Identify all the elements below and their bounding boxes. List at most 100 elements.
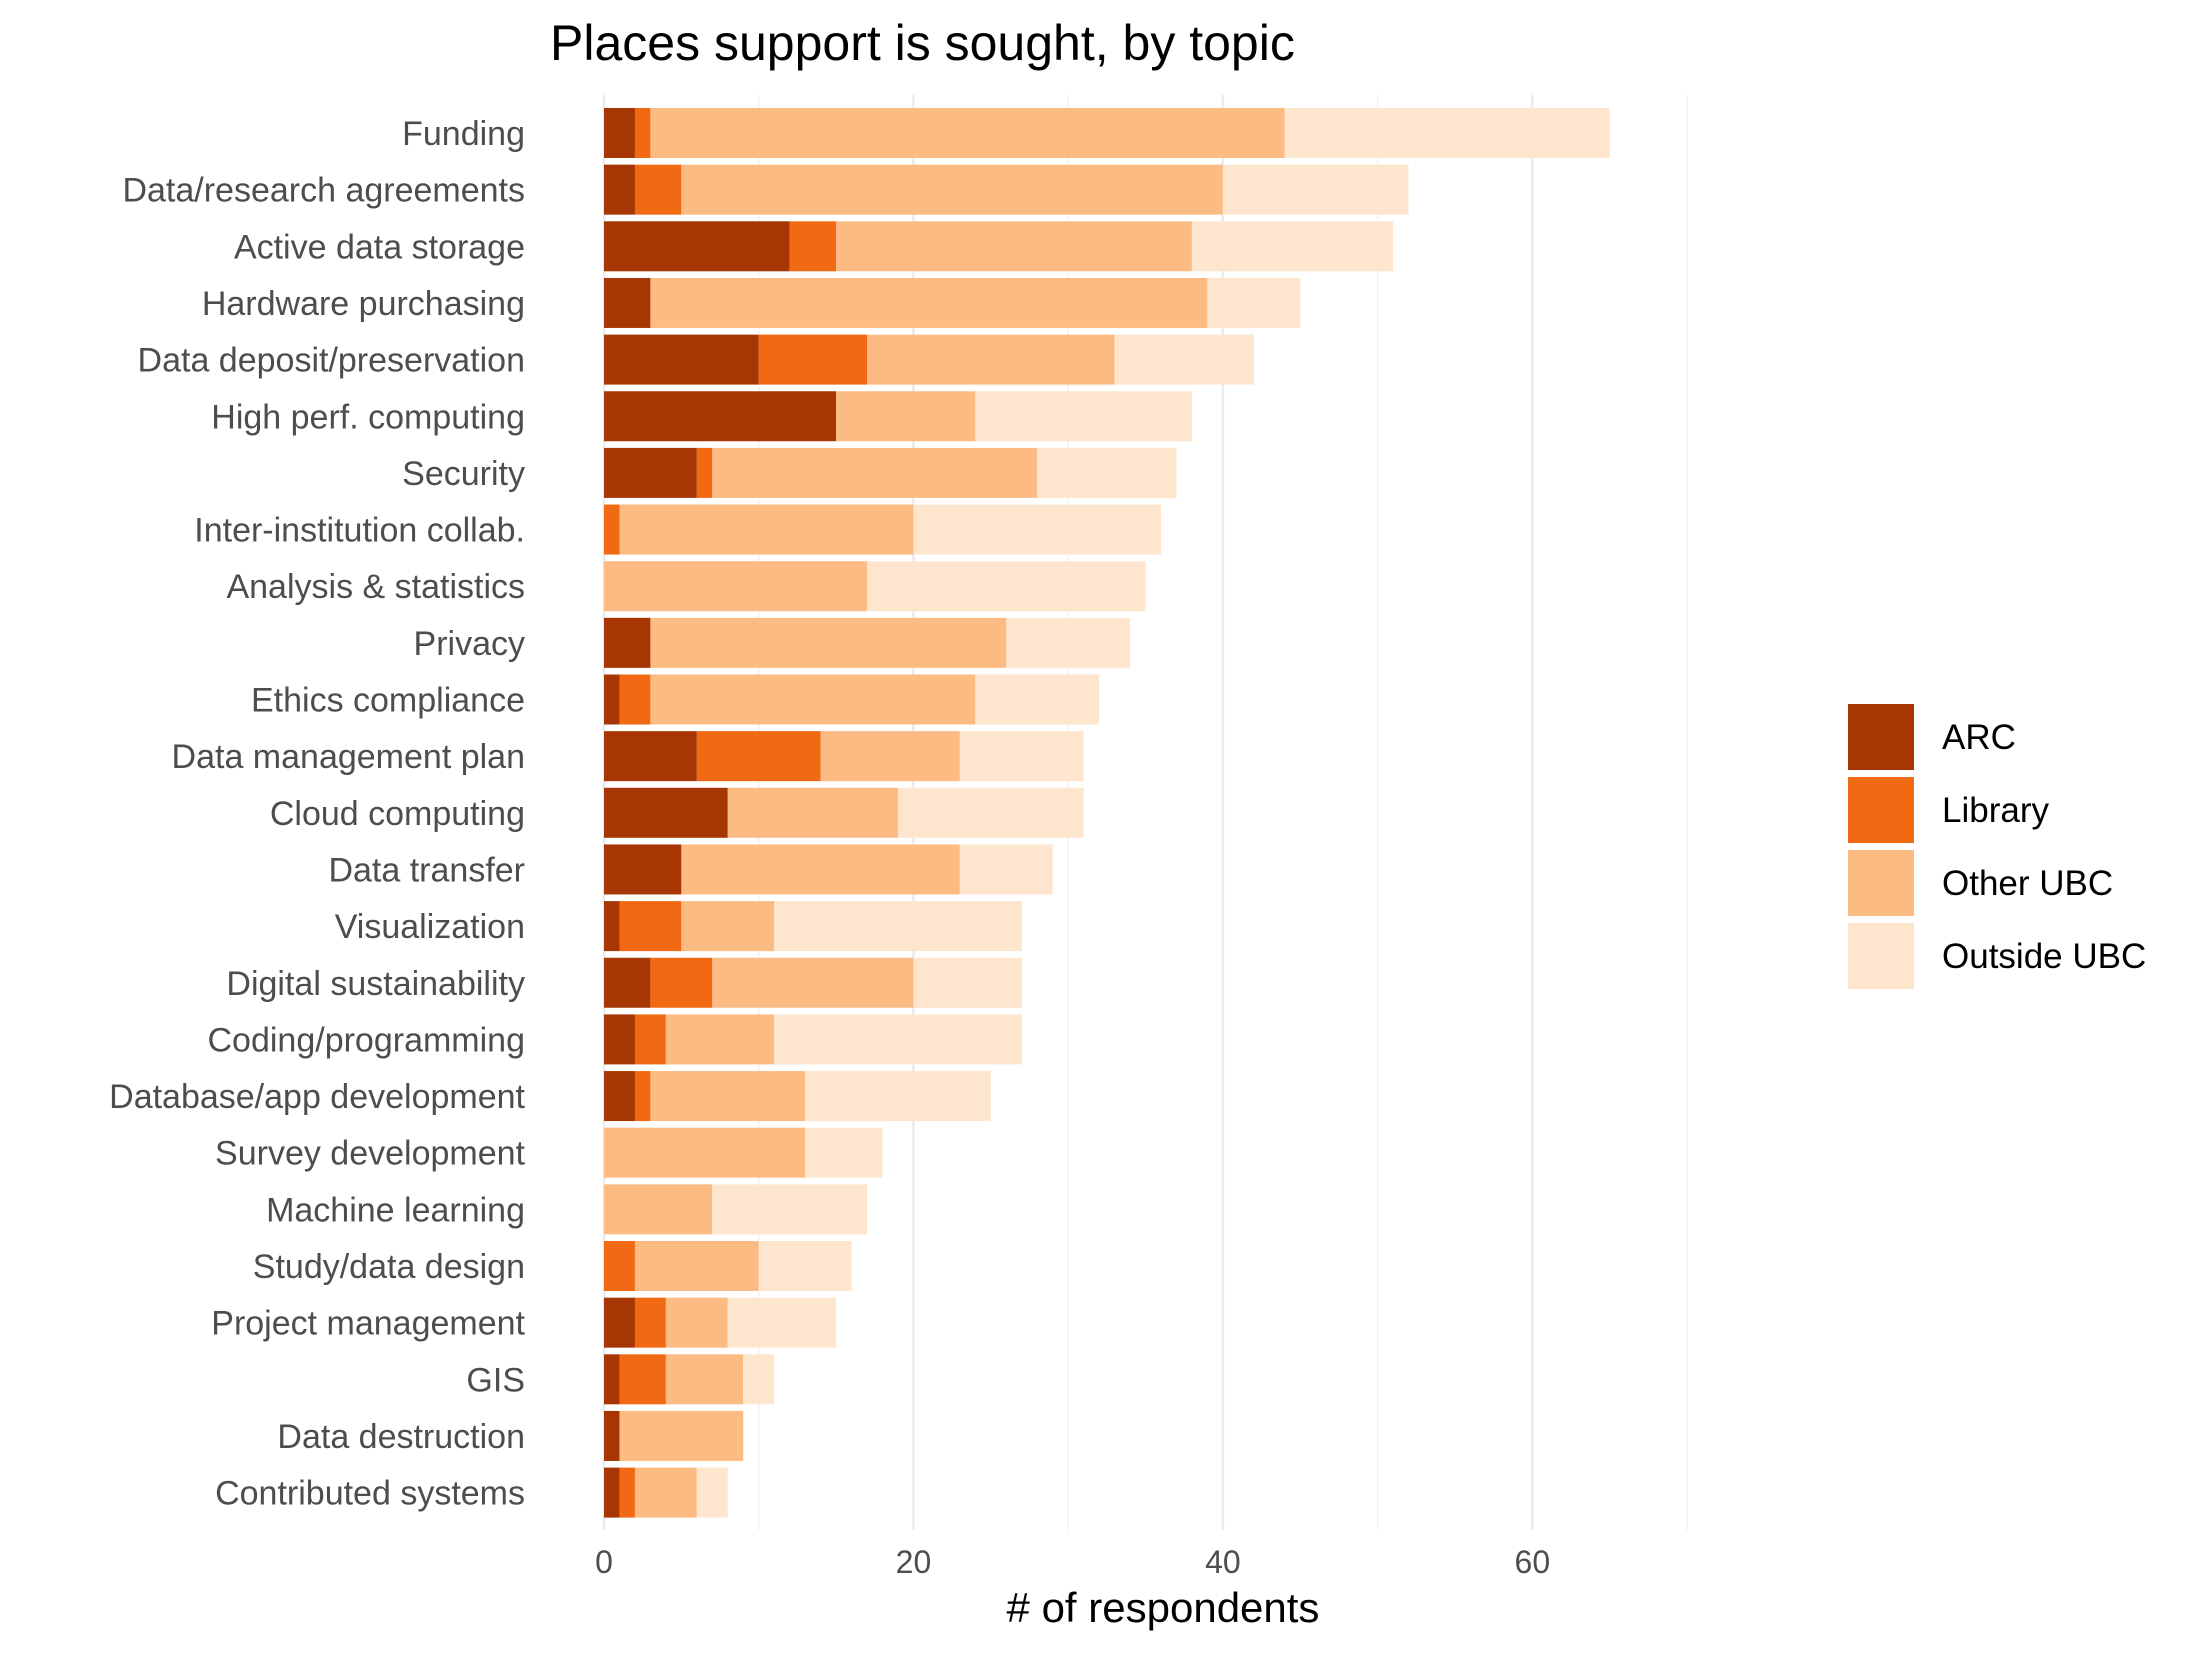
bar-outside-ubc: Cloud computing – Outside UBC: 12 — [897, 787, 1084, 838]
bar-other-ubc: Data destruction – Other UBC: 8 — [619, 1410, 744, 1461]
bar-other-ubc: Digital sustainability – Other UBC: 13 — [712, 957, 914, 1008]
category-label: Contributed systems — [215, 1475, 525, 1513]
bar-arc: High perf. computing – ARC: 15 — [604, 391, 837, 442]
category-label: Data deposit/preservation — [138, 342, 525, 380]
bar-arc: Cloud computing – ARC: 8 — [604, 787, 728, 838]
x-tick-label: 60 — [1515, 1544, 1551, 1580]
bar-arc: Ethics compliance – ARC: 1 — [604, 674, 620, 725]
bar-arc: Hardware purchasing – ARC: 3 — [604, 277, 651, 328]
bar-arc: Privacy – ARC: 3 — [604, 617, 651, 668]
bar-outside-ubc: Data management plan – Outside UBC: 8 — [959, 731, 1084, 782]
bar-arc: Data destruction – ARC: 1 — [604, 1410, 620, 1461]
bar-library: Security – Library: 1 — [696, 447, 713, 498]
category-label: Data destruction — [277, 1418, 525, 1456]
category-label: Study/data design — [253, 1248, 525, 1286]
category-label: Cloud computing — [270, 795, 525, 833]
bar-library: Project management – Library: 2 — [634, 1297, 666, 1348]
bar-library: Data/research agreements – Library: 3 — [634, 164, 682, 215]
bar-arc: GIS – ARC: 1 — [604, 1354, 620, 1405]
bar-other-ubc: Data transfer – Other UBC: 18 — [681, 844, 960, 895]
category-label: Coding/programming — [208, 1021, 526, 1059]
bar-other-ubc: Security – Other UBC: 21 — [712, 447, 1038, 498]
bar-arc: Database/app development – ARC: 2 — [604, 1071, 635, 1122]
bar-outside-ubc: Machine learning – Outside UBC: 10 — [712, 1184, 868, 1235]
x-tick-labels: 0 20 40 60 — [595, 1544, 1550, 1580]
category-label: Survey development — [215, 1135, 526, 1173]
bar-library: Visualization – Library: 4 — [619, 901, 682, 952]
category-label: High perf. computing — [211, 398, 525, 436]
bar-arc: Active data storage – ARC: 12 — [604, 221, 790, 272]
bar-outside-ubc: Database/app development – Outside UBC: … — [805, 1071, 991, 1122]
bar-other-ubc: Inter-institution collab. – Other UBC: 1… — [619, 504, 914, 555]
category-label: Data/research agreements — [122, 172, 525, 210]
bar-library: Contributed systems – Library: 1 — [619, 1467, 635, 1518]
bar-other-ubc: Privacy – Other UBC: 23 — [650, 617, 1007, 668]
bar-library: Study/data design – Library: 2 — [604, 1241, 635, 1291]
legend-label: Outside UBC — [1942, 937, 2146, 976]
bar-other-ubc: Contributed systems – Other UBC: 4 — [634, 1467, 697, 1518]
bar-outside-ubc: GIS – Outside UBC: 2 — [743, 1354, 775, 1405]
legend-key — [1848, 704, 1914, 770]
bar-outside-ubc: Digital sustainability – Outside UBC: 7 — [913, 957, 1022, 1008]
bar-other-ubc: Data management plan – Other UBC: 9 — [820, 731, 960, 782]
bar-other-ubc: Database/app development – Other UBC: 10 — [650, 1071, 806, 1122]
bar-arc: Visualization – ARC: 1 — [604, 901, 620, 952]
bar-arc: Contributed systems – ARC: 1 — [604, 1467, 620, 1518]
bar-outside-ubc: Analysis & statistics – Outside UBC: 18 — [867, 561, 1146, 612]
category-label: Analysis & statistics — [226, 568, 525, 606]
bar-other-ubc: High perf. computing – Other UBC: 9 — [836, 391, 976, 442]
bar-other-ubc: Machine learning – Other UBC: 7 — [604, 1184, 713, 1235]
bar-other-ubc: GIS – Other UBC: 5 — [665, 1354, 744, 1405]
category-label: Ethics compliance — [251, 682, 525, 720]
x-tick-label: 0 — [595, 1544, 613, 1580]
chart-title: Places support is sought, by topic — [550, 15, 1295, 71]
category-labels: Funding Data/research agreements Active da… — [109, 115, 525, 1513]
bar-outside-ubc: Contributed systems – Outside UBC: 2 — [696, 1467, 728, 1518]
bar-library: Inter-institution collab. – Library: 1 — [604, 504, 620, 555]
bar-outside-ubc: Project management – Outside UBC: 7 — [727, 1297, 837, 1348]
bar-arc: Data management plan – ARC: 6 — [604, 731, 697, 782]
bar-outside-ubc: Security – Outside UBC: 9 — [1037, 447, 1177, 498]
bar-arc: Funding – ARC: 2 — [604, 108, 635, 158]
bar-outside-ubc: Hardware purchasing – Outside UBC: 6 — [1207, 277, 1301, 328]
bar-library: Database/app development – Library: 1 — [634, 1071, 651, 1122]
category-label: Project management — [211, 1305, 525, 1343]
bar-other-ubc: Active data storage – Other UBC: 23 — [836, 221, 1192, 272]
bar-arc: Project management – ARC: 2 — [604, 1297, 635, 1348]
bar-arc: Data transfer – ARC: 5 — [604, 844, 682, 895]
bar-other-ubc: Project management – Other UBC: 4 — [665, 1297, 728, 1348]
bar-arc: Data deposit/preservation – ARC: 10 — [604, 334, 759, 385]
bar-library: Funding – Library: 1 — [634, 108, 651, 158]
category-label: GIS — [466, 1361, 525, 1399]
bar-arc: Digital sustainability – ARC: 3 — [604, 957, 651, 1008]
bar-other-ubc: Coding/programming – Other UBC: 7 — [665, 1014, 775, 1065]
bar-other-ubc: Survey development – Other UBC: 13 — [604, 1127, 806, 1178]
bar-outside-ubc: Data/research agreements – Outside UBC: … — [1222, 164, 1409, 215]
bar-arc: Data/research agreements – ARC: 2 — [604, 164, 635, 215]
bar-outside-ubc: Funding – Outside UBC: 21 — [1284, 108, 1610, 158]
bar-arc: Security – ARC: 6 — [604, 447, 697, 498]
legend-key — [1848, 777, 1914, 843]
bar-library: Digital sustainability – Library: 4 — [650, 957, 713, 1008]
category-label: Digital sustainability — [226, 965, 525, 1003]
bar-other-ubc: Hardware purchasing – Other UBC: 36 — [650, 277, 1208, 328]
bar-outside-ubc: Ethics compliance – Outside UBC: 8 — [975, 674, 1100, 725]
legend-label: Other UBC — [1942, 864, 2113, 903]
legend-key — [1848, 923, 1914, 989]
category-label: Database/app development — [109, 1078, 525, 1116]
category-label: Data management plan — [172, 738, 525, 776]
category-label: Machine learning — [266, 1191, 525, 1229]
bar-other-ubc: Funding – Other UBC: 41 — [650, 108, 1285, 158]
bar-outside-ubc: Visualization – Outside UBC: 16 — [774, 901, 1022, 952]
bar-outside-ubc: Data deposit/preservation – Outside UBC:… — [1114, 334, 1254, 385]
bar-other-ubc: Analysis & statistics – Other UBC: 17 — [604, 561, 868, 612]
bar-other-ubc: Cloud computing – Other UBC: 11 — [727, 787, 898, 838]
category-label: Active data storage — [234, 228, 525, 266]
category-label: Hardware purchasing — [202, 285, 525, 323]
bar-library: Ethics compliance – Library: 2 — [619, 674, 651, 725]
bar-other-ubc: Visualization – Other UBC: 6 — [681, 901, 775, 952]
bar-outside-ubc: Survey development – Outside UBC: 5 — [805, 1127, 883, 1178]
legend-key — [1848, 850, 1914, 916]
bar-library: Data management plan – Library: 8 — [696, 731, 821, 782]
